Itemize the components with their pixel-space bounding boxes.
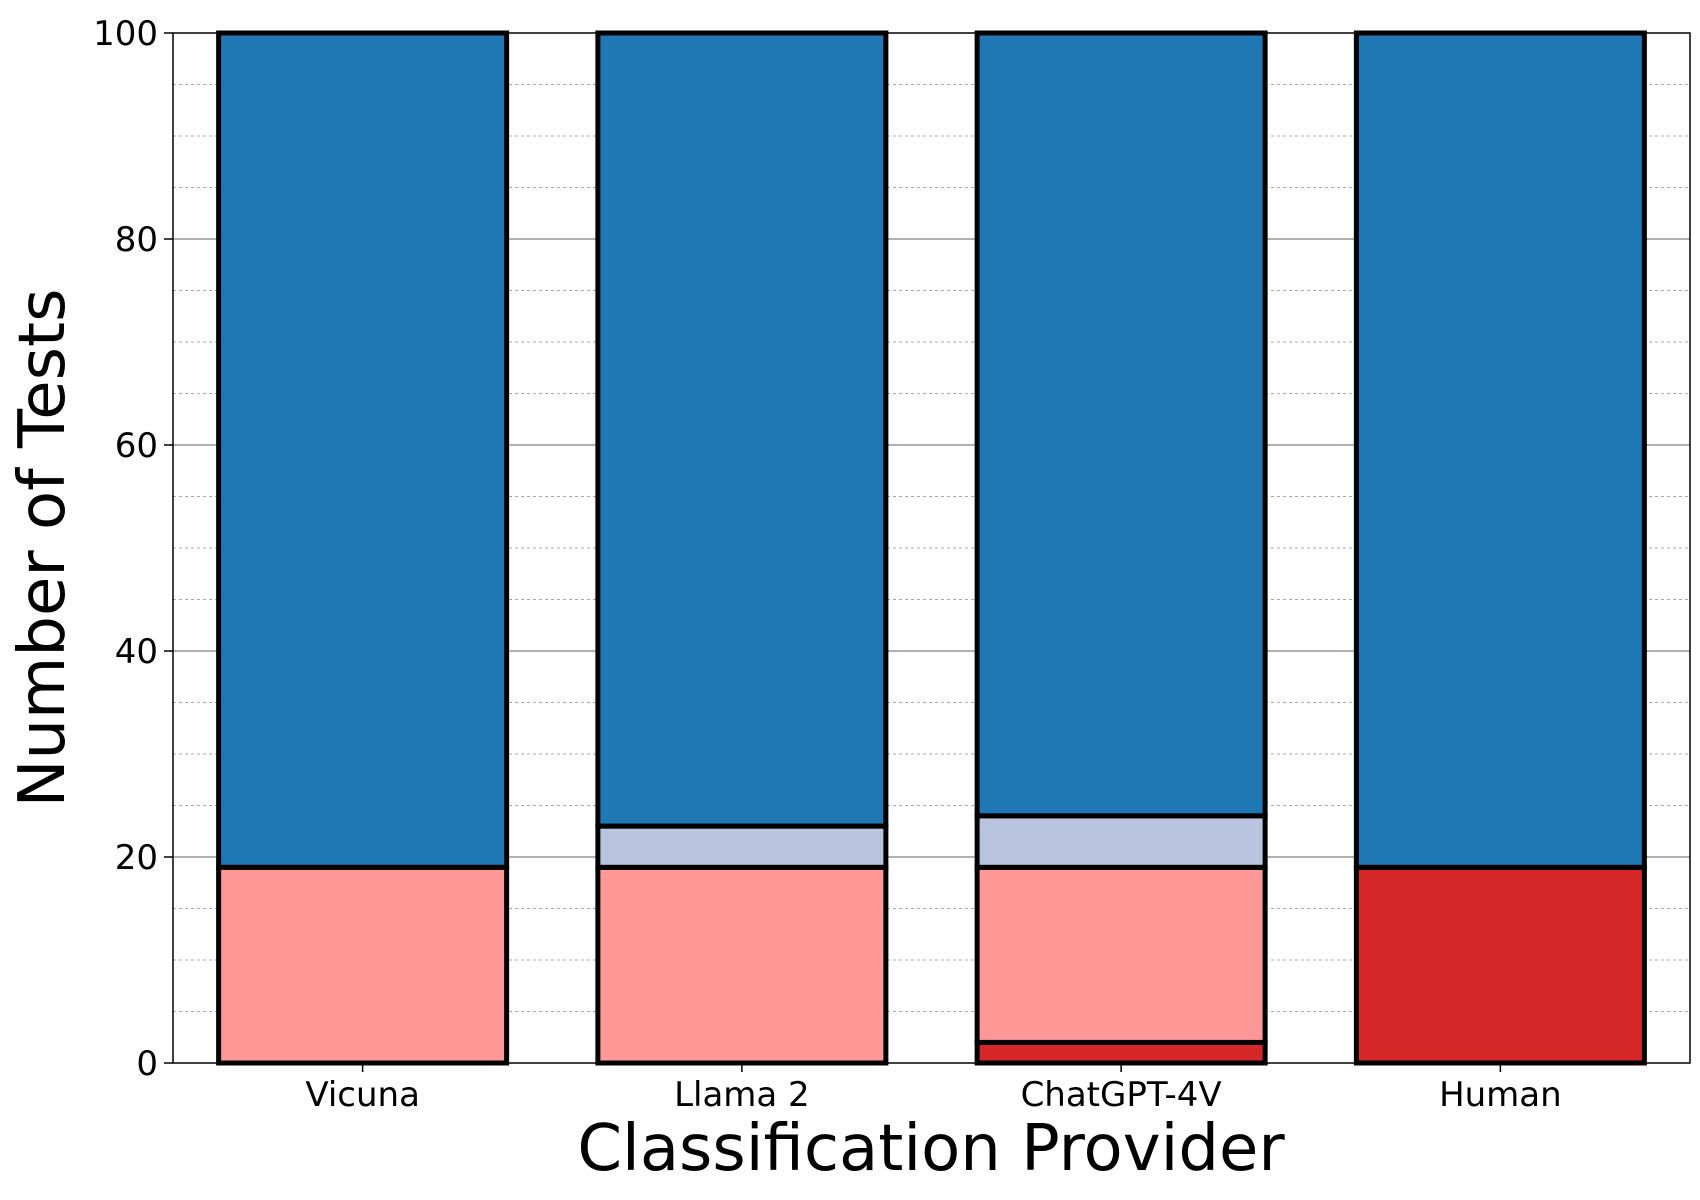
bar-segment <box>974 813 1268 870</box>
bar-segment <box>595 30 889 829</box>
bar-segment <box>595 864 889 1066</box>
y-tick-label: 60 <box>115 426 158 466</box>
bar-segment <box>216 30 510 870</box>
x-tick-label: ChatGPT-4V <box>1021 1075 1222 1115</box>
bar-segment <box>974 1039 1268 1066</box>
y-tick-label: 20 <box>115 838 158 878</box>
y-tick-label: 0 <box>136 1044 158 1084</box>
x-axis-title: Classification Provider <box>577 1112 1285 1186</box>
y-tick-label: 80 <box>115 220 158 260</box>
bar-segment <box>974 864 1268 1045</box>
bars <box>216 30 1647 1066</box>
bar-segment <box>1353 864 1647 1066</box>
y-tick-label: 100 <box>93 14 158 54</box>
axis-ticks: 0 20 40 60 80 100 Vicuna Llama 2 ChatGPT-4V Human <box>93 14 1562 1115</box>
x-tick-label: Human <box>1439 1075 1562 1115</box>
bar-segment <box>595 823 889 870</box>
x-tick-label: Vicuna <box>305 1075 420 1115</box>
x-tick-label: Llama 2 <box>674 1075 810 1115</box>
bar-segment <box>974 30 1268 819</box>
y-axis-title: Number of Tests <box>6 289 80 808</box>
bar-segment <box>216 864 510 1066</box>
y-tick-label: 40 <box>115 632 158 672</box>
bar-segment <box>1353 30 1647 870</box>
plot-frame <box>172 32 1691 1064</box>
